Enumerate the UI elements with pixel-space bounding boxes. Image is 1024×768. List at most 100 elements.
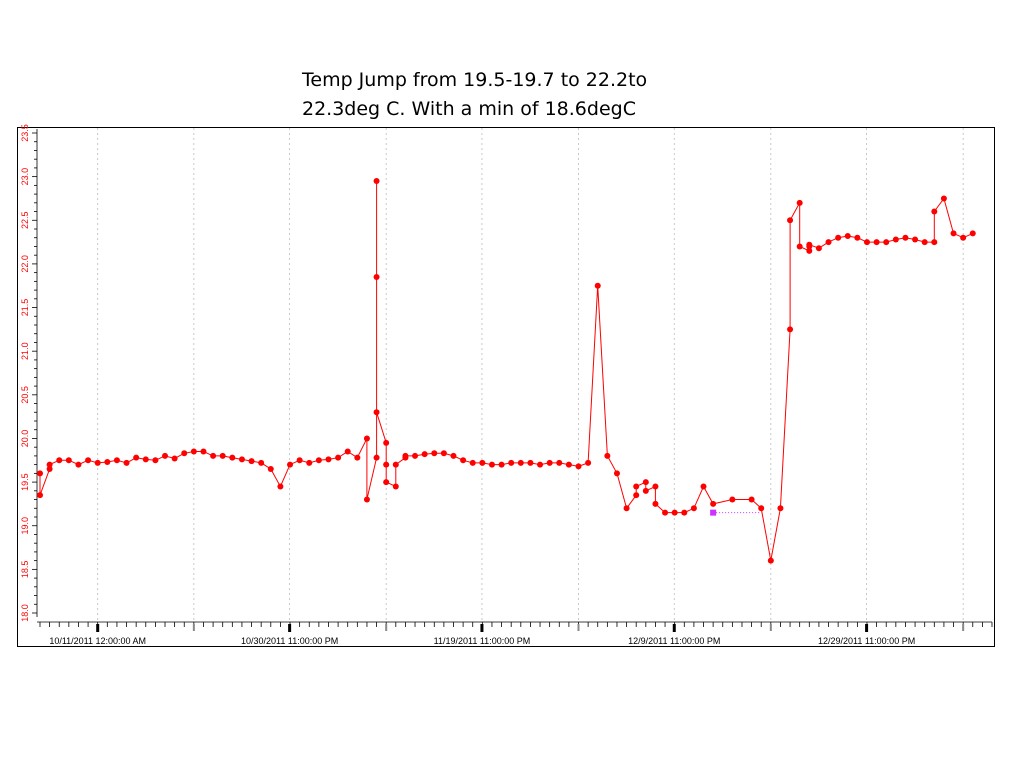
data-point [142, 456, 149, 463]
data-point [671, 509, 678, 516]
data-point [546, 459, 553, 466]
data-point [383, 479, 390, 486]
data-point [796, 199, 803, 206]
data-point [392, 461, 399, 468]
data-point [613, 470, 620, 477]
data-point [748, 496, 755, 503]
x-tick-label: 11/19/2011 11:00:00 PM [434, 636, 531, 646]
chart-frame [17, 127, 995, 647]
data-point [344, 448, 351, 455]
data-point [806, 241, 813, 248]
x-tick-major [288, 624, 292, 632]
data-point [633, 492, 640, 499]
data-point [873, 239, 880, 246]
x-tick-major [96, 624, 100, 632]
data-point [806, 247, 813, 254]
data-point [508, 459, 515, 466]
data-point [373, 454, 380, 461]
y-tick-label: 23.5 [20, 124, 30, 142]
y-tick-label: 19.0 [20, 517, 30, 535]
x-tick-secondary [385, 624, 388, 631]
data-point [306, 459, 313, 466]
data-point [844, 232, 851, 239]
x-tick-major [865, 624, 869, 632]
data-point [863, 239, 870, 246]
data-point [642, 487, 649, 494]
x-axis: 10/11/2011 12:00:00 AM 10/30/2011 11:00:0… [37, 621, 993, 646]
data-point [902, 234, 909, 241]
x-tick-major [480, 624, 484, 632]
data-point [325, 456, 332, 463]
data-point [152, 457, 159, 464]
data-point [883, 239, 890, 246]
data-point [37, 470, 43, 477]
data-point [440, 450, 447, 457]
data-point [460, 457, 467, 464]
data-point [835, 234, 842, 241]
data-point [796, 243, 803, 250]
x-tick-label: 10/11/2011 12:00:00 AM [49, 636, 146, 646]
data-point [421, 451, 428, 458]
data-point [373, 409, 380, 416]
data-point [431, 450, 438, 457]
x-tick-label: 10/30/2011 11:00:00 PM [241, 636, 338, 646]
data-point [113, 457, 120, 464]
data-point [335, 454, 342, 461]
data-point [104, 459, 111, 466]
slide-title-line-2: 22.3deg C. With a min of 18.6degC [302, 98, 636, 120]
data-point [190, 448, 197, 455]
data-point [258, 459, 265, 466]
data-point [921, 239, 928, 246]
data-point [162, 452, 169, 459]
data-point [296, 457, 303, 464]
y-tick-label: 21.5 [20, 299, 30, 317]
data-point [787, 217, 794, 224]
data-point [354, 454, 361, 461]
data-point [565, 461, 572, 468]
data-point [710, 500, 717, 507]
data-point [498, 461, 505, 468]
data-point [210, 452, 217, 459]
data-point [56, 457, 63, 464]
data-point [854, 234, 861, 241]
plot-area [37, 178, 976, 564]
data-point [931, 239, 938, 246]
data-point [133, 454, 140, 461]
x-tick-secondary [769, 624, 772, 631]
data-point [652, 483, 659, 490]
data-point [700, 483, 707, 490]
data-point [517, 459, 524, 466]
data-point [585, 459, 592, 466]
data-point [940, 195, 947, 202]
data-point [75, 461, 82, 468]
y-tick-label: 20.5 [20, 386, 30, 404]
data-point [758, 505, 765, 512]
data-point [373, 178, 380, 184]
x-tick-major [672, 624, 676, 632]
data-point [767, 557, 774, 564]
series-line [39, 181, 974, 561]
data-point [681, 509, 688, 516]
data-point [85, 457, 92, 464]
data-point [123, 459, 130, 466]
data-point [363, 496, 370, 503]
slide-title: Temp Jump from 19.5-19.7 to 22.2to 22.3d… [302, 66, 862, 124]
data-point [219, 452, 226, 459]
data-point [690, 505, 697, 512]
data-point [623, 505, 630, 512]
data-point [94, 459, 101, 466]
data-point [383, 439, 390, 446]
data-point [412, 452, 419, 459]
data-point [37, 492, 43, 499]
data-point [527, 459, 534, 466]
y-tick-label: 19.5 [20, 473, 30, 491]
x-tick-secondary [192, 624, 195, 631]
data-point [633, 483, 640, 490]
data-point [594, 282, 601, 289]
y-tick-label: 22.0 [20, 255, 30, 273]
data-point [277, 483, 284, 490]
data-point [575, 463, 582, 470]
data-point [248, 458, 255, 465]
data-point [363, 435, 370, 442]
